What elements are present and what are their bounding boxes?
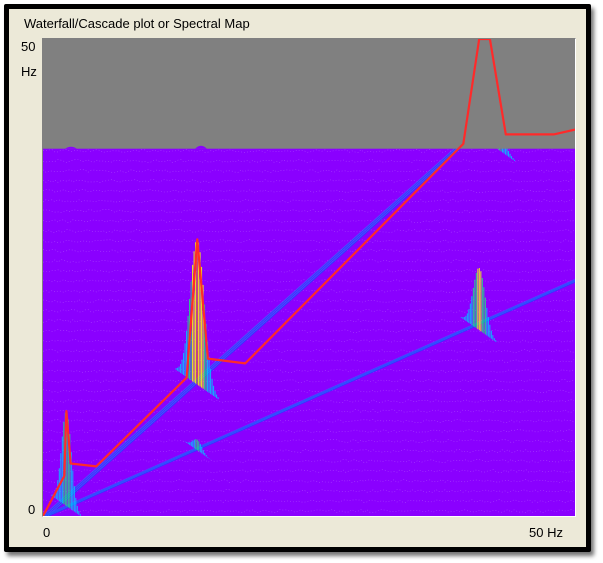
- noise-trace: [43, 439, 575, 443]
- noise-trace: [43, 469, 575, 473]
- y-axis-max-label: 50: [21, 39, 36, 54]
- noise-trace: [43, 189, 575, 193]
- x-axis-max-label: 50 Hz: [529, 525, 563, 540]
- noise-trace: [43, 359, 575, 363]
- order-line-2: [48, 281, 575, 516]
- y-axis-min-label: 0: [28, 502, 36, 517]
- noise-trace: [43, 339, 575, 343]
- noise-trace: [43, 429, 575, 433]
- noise-trace: [43, 489, 575, 493]
- masked-region: [43, 39, 575, 149]
- noise-trace: [43, 369, 575, 373]
- noise-trace: [43, 509, 575, 513]
- y-axis-unit-label: Hz: [21, 64, 37, 79]
- noise-trace: [43, 479, 575, 483]
- noise-trace: [43, 149, 575, 153]
- noise-trace: [43, 179, 575, 183]
- mask-bump: [195, 145, 207, 149]
- noise-trace: [43, 259, 575, 263]
- noise-trace: [43, 319, 575, 323]
- noise-trace: [43, 379, 575, 383]
- noise-trace: [43, 169, 575, 173]
- spectral-map-plot[interactable]: [43, 39, 575, 516]
- noise-trace: [43, 459, 575, 463]
- noise-trace: [43, 389, 575, 393]
- app-window: Waterfall/Cascade plot or Spectral Map 5…: [9, 9, 586, 547]
- x-axis-min-label: 0: [43, 525, 51, 540]
- mask-bump: [65, 146, 77, 149]
- spectral-map-panel[interactable]: [42, 38, 576, 517]
- noise-trace: [43, 299, 575, 303]
- noise-trace: [43, 229, 575, 233]
- window-title: Waterfall/Cascade plot or Spectral Map: [24, 16, 250, 31]
- envelope-curve: [43, 39, 575, 516]
- noise-trace: [43, 409, 575, 413]
- noise-trace: [43, 449, 575, 453]
- noise-trace: [43, 239, 575, 243]
- noise-trace: [43, 249, 575, 253]
- noise-trace: [43, 419, 575, 423]
